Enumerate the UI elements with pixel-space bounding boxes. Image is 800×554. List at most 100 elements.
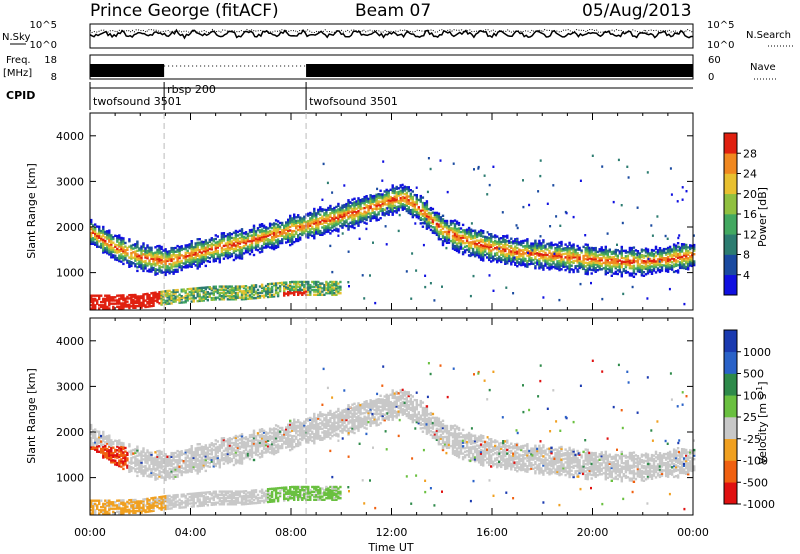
power-cell <box>226 240 230 243</box>
power-cell <box>453 223 457 226</box>
power-cell <box>256 239 260 243</box>
power-cell <box>469 233 473 237</box>
power-cell <box>680 261 684 264</box>
power-cell <box>652 264 656 267</box>
power-cell <box>401 186 404 190</box>
power-cell <box>554 263 557 266</box>
power-cell <box>537 190 540 193</box>
velocity-cell <box>132 500 135 503</box>
power-cell <box>307 221 310 225</box>
power-cell <box>590 272 593 275</box>
power-cell <box>628 250 632 253</box>
power-cell <box>184 257 187 260</box>
power-cell <box>254 230 258 233</box>
power-cell <box>244 232 248 236</box>
power-cell <box>628 261 632 264</box>
power-cell <box>680 255 684 259</box>
power-cell <box>176 295 179 298</box>
power-cell <box>586 269 589 272</box>
power-cell <box>689 258 692 262</box>
power-cell <box>534 261 537 264</box>
power-cell <box>544 262 547 265</box>
power-cell <box>128 306 131 310</box>
power-cell <box>122 294 125 297</box>
power-cell <box>305 280 308 284</box>
power-cell <box>309 233 312 237</box>
power-cell <box>327 230 330 233</box>
power-cell <box>554 265 557 268</box>
power-cell <box>600 249 603 253</box>
power-cell <box>182 301 185 304</box>
power-cell <box>329 208 332 211</box>
power-cell <box>419 216 422 220</box>
power-cell <box>309 222 312 226</box>
power-cell <box>685 260 688 263</box>
power-cell <box>164 262 167 266</box>
power-cell <box>234 291 238 295</box>
power-cell <box>323 287 326 290</box>
velocity-cell <box>130 506 133 510</box>
power-cell <box>658 261 662 264</box>
power-cell <box>254 233 258 237</box>
power-cell <box>461 247 465 250</box>
power-cell <box>516 246 519 250</box>
power-cell <box>514 238 517 241</box>
power-cell <box>158 297 161 300</box>
power-cell <box>202 248 205 251</box>
power-cell <box>427 215 431 218</box>
power-cell <box>333 212 336 215</box>
velocity-cell <box>164 469 167 472</box>
power-cell <box>570 268 573 271</box>
power-cell <box>274 232 278 235</box>
power-cell <box>650 252 654 255</box>
power-cell <box>186 255 189 258</box>
power-cell <box>570 260 573 264</box>
power-cell <box>387 209 390 213</box>
power-cell <box>397 207 400 210</box>
power-cell <box>455 249 459 253</box>
power-cell <box>172 292 175 295</box>
power-cell <box>534 252 537 255</box>
power-cell <box>534 256 537 259</box>
power-cell <box>680 264 684 268</box>
power-cell <box>337 228 340 231</box>
power-cell <box>395 207 398 210</box>
power-cell <box>443 225 447 228</box>
power-cell <box>120 294 123 297</box>
power-cell <box>272 226 276 229</box>
power-cell <box>178 301 181 304</box>
power-cell <box>110 254 113 257</box>
power-cell <box>204 291 207 294</box>
power-cell <box>600 264 603 267</box>
velocity-cell <box>142 471 145 474</box>
power-cell <box>411 208 414 211</box>
power-cell <box>331 218 334 222</box>
power-cell <box>353 226 356 230</box>
power-cell <box>475 252 479 255</box>
power-cell <box>421 212 425 216</box>
velocity-cell <box>122 445 125 449</box>
power-cell <box>172 300 175 303</box>
nsky-trace <box>89 28 693 40</box>
power-cell <box>540 264 543 267</box>
power-cell <box>256 291 260 295</box>
velocity-cell <box>144 466 147 470</box>
power-cell <box>278 288 282 291</box>
velocity-cell <box>154 451 157 454</box>
velocity-cell <box>140 468 143 471</box>
power-cell <box>230 247 234 250</box>
velocity-cell <box>164 453 167 456</box>
power-cell <box>393 187 396 190</box>
power-cell <box>291 239 294 242</box>
power-cell <box>467 230 471 233</box>
velocity-cell <box>182 501 185 504</box>
power-cell <box>297 239 300 243</box>
power-cell <box>156 252 159 255</box>
power-cell <box>467 254 471 257</box>
velocity-cell <box>144 498 147 501</box>
power-cell <box>301 233 304 237</box>
velocity-cell <box>148 455 151 458</box>
power-cell <box>546 202 549 205</box>
velocity-cell <box>176 493 179 497</box>
power-cell <box>592 256 595 259</box>
